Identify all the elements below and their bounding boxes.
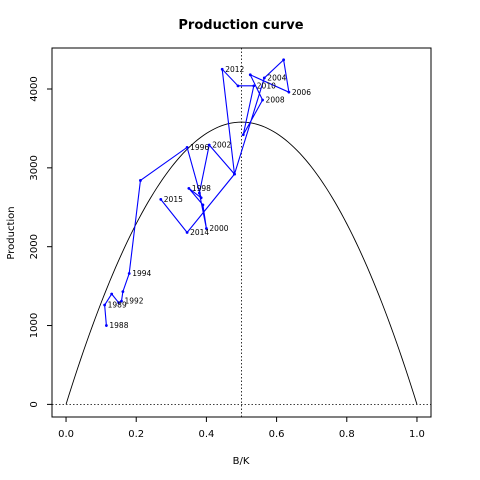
- x-tick-label: 1.0: [409, 429, 425, 440]
- year-label: 1989: [108, 301, 127, 310]
- data-point: [139, 179, 142, 182]
- data-point: [127, 272, 131, 275]
- data-point: [262, 76, 266, 80]
- data-point: [287, 90, 291, 94]
- x-tick-label: 0.0: [58, 429, 74, 440]
- data-point: [187, 186, 191, 190]
- year-label: 1988: [109, 321, 128, 330]
- x-tick-label: 0.4: [198, 429, 214, 440]
- year-label: 1992: [124, 297, 143, 306]
- x-tick-label: 0.6: [269, 429, 285, 440]
- data-point: [233, 172, 236, 176]
- year-label: 2002: [212, 141, 231, 150]
- data-point: [103, 303, 107, 307]
- plot-frame: [51, 47, 432, 418]
- year-label: 2004: [267, 74, 286, 83]
- data-point: [241, 133, 245, 137]
- chart-title: Production curve: [178, 18, 303, 33]
- data-point: [205, 227, 208, 230]
- data-point: [252, 84, 256, 88]
- y-tick-label: 4000: [29, 76, 40, 101]
- data-point: [248, 73, 252, 77]
- data-point: [159, 197, 163, 201]
- year-label: 2014: [190, 228, 209, 237]
- data-point: [207, 143, 211, 147]
- data-point: [201, 203, 205, 207]
- x-axis-label: B/K: [233, 456, 250, 467]
- data-point: [117, 301, 121, 305]
- y-tick-label: 2000: [29, 234, 40, 259]
- data-point: [110, 292, 114, 296]
- production-curve: [65, 121, 418, 405]
- y-tick-label: 1000: [29, 313, 40, 338]
- y-tick-label: 3000: [29, 155, 40, 180]
- data-point: [104, 324, 108, 327]
- year-label: 2008: [266, 96, 285, 105]
- data-point: [199, 196, 203, 200]
- series-line: [104, 58, 290, 326]
- year-label: 2000: [209, 224, 228, 233]
- x-axis: 0.0 0.2 0.4 0.6 0.8 1.0: [58, 417, 425, 440]
- data-point: [261, 98, 264, 102]
- series-points: [103, 58, 291, 327]
- year-label: 1998: [192, 184, 211, 193]
- y-tick-label: 0: [29, 401, 40, 407]
- data-point: [236, 84, 240, 88]
- year-label: 1994: [132, 269, 151, 278]
- data-point: [185, 231, 189, 234]
- data-point: [120, 299, 123, 303]
- year-label: 1996: [190, 143, 209, 152]
- y-axis: 0 1000 2000 3000 4000: [29, 76, 52, 408]
- x-tick-label: 0.2: [128, 429, 144, 440]
- y-axis-label: Production: [6, 206, 17, 259]
- data-point: [220, 67, 224, 71]
- data-point: [282, 58, 286, 62]
- data-point: [185, 145, 189, 149]
- x-tick-label: 0.8: [339, 429, 355, 440]
- year-label: 2012: [225, 65, 244, 74]
- year-label: 2006: [292, 88, 311, 97]
- year-label: 2010: [257, 81, 276, 90]
- year-label: 2015: [164, 195, 183, 204]
- data-point: [121, 290, 125, 294]
- data-point: [197, 191, 201, 195]
